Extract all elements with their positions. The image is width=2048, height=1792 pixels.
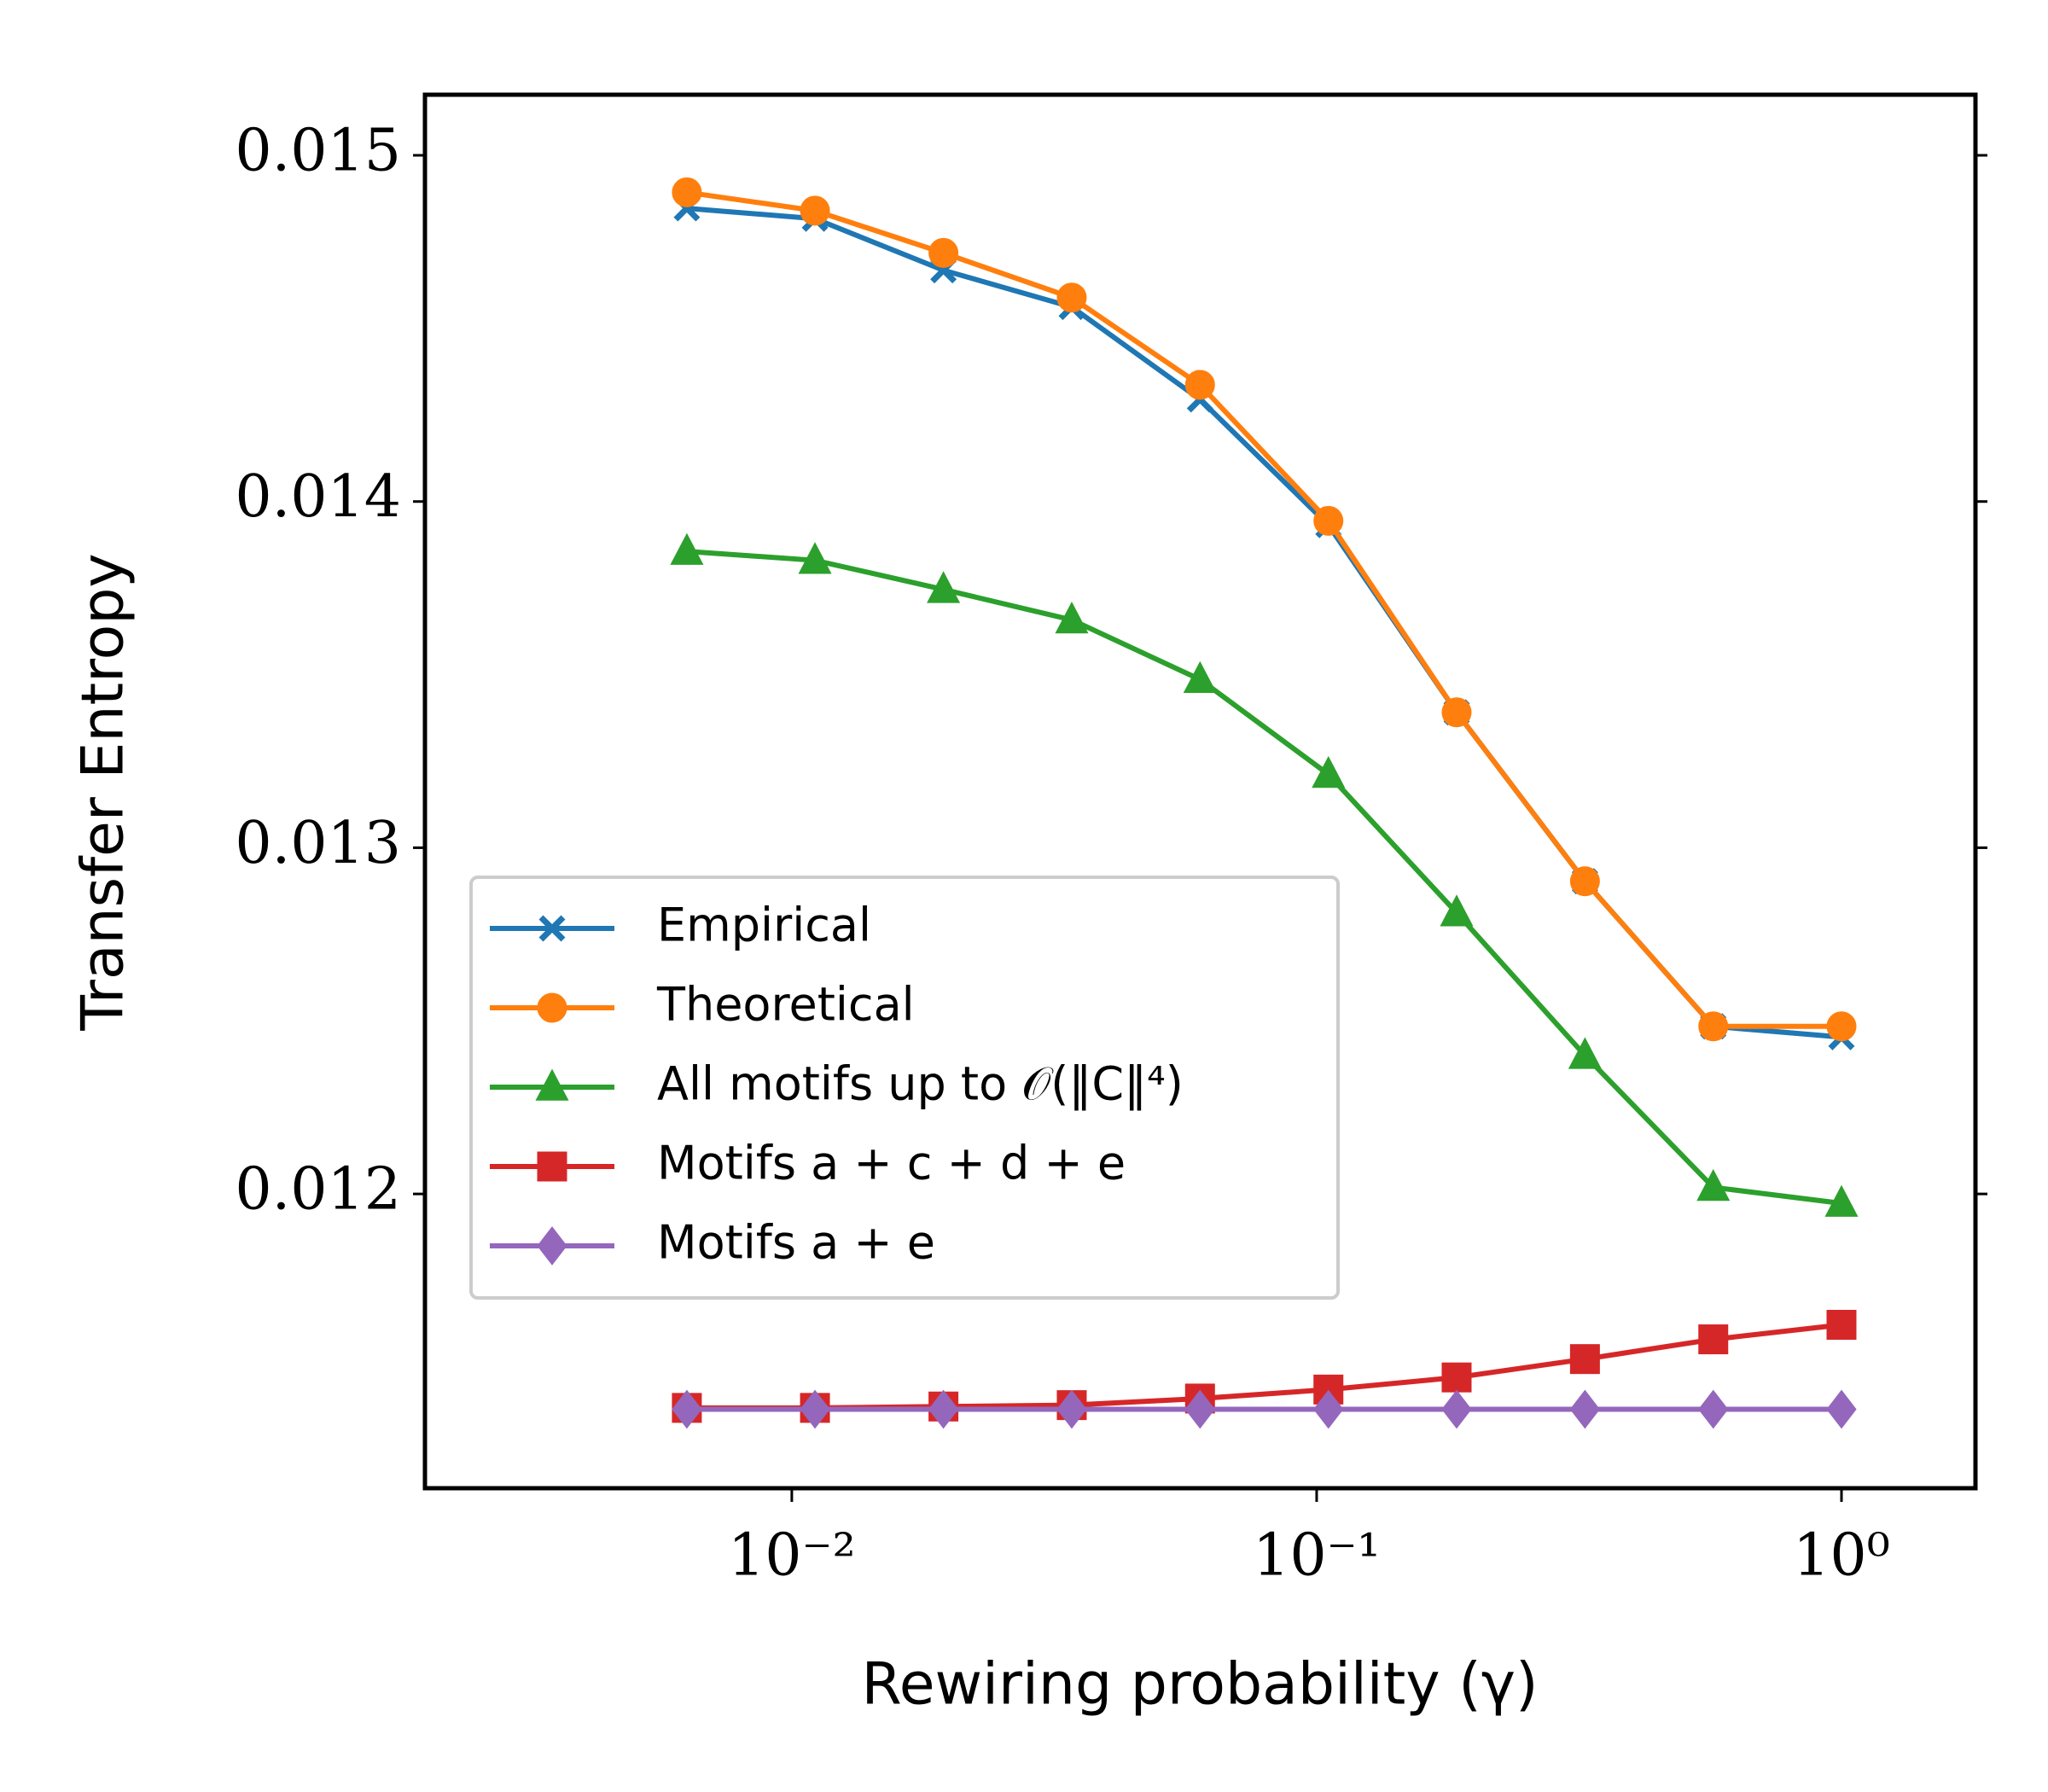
- data-point: [1569, 1344, 1600, 1375]
- series-line: [686, 189, 1841, 1029]
- data-point: [928, 237, 959, 268]
- legend-marker: [535, 1068, 569, 1101]
- data-point: [1696, 1168, 1731, 1201]
- x-axis-label: Rewiring probability (γ): [862, 1651, 1539, 1719]
- data-point: [798, 542, 832, 574]
- data-point: [800, 195, 830, 226]
- data-point: [1826, 1011, 1857, 1042]
- data-point: [1056, 1389, 1087, 1429]
- y-axis-label: Transfer Entropy: [70, 553, 137, 1031]
- legend-label: All motifs up to 𝒪(‖C‖⁴): [657, 1057, 1184, 1111]
- data-point: [1184, 1389, 1215, 1429]
- y-tick-label: 0.012: [235, 1156, 401, 1224]
- data-point: [1184, 369, 1215, 400]
- data-point: [672, 1389, 702, 1429]
- legend-label: Motifs a + c + d + e: [657, 1137, 1126, 1190]
- x-tick-label: 10⁻¹: [1253, 1522, 1381, 1590]
- data-point: [1824, 1184, 1859, 1217]
- x-tick-label: 10⁻²: [728, 1522, 856, 1590]
- data-point: [1312, 755, 1346, 788]
- data-point: [928, 1389, 959, 1429]
- data-point: [1698, 1011, 1729, 1042]
- data-point: [1698, 1389, 1729, 1429]
- legend-marker: [537, 992, 567, 1023]
- data-point: [1183, 660, 1217, 694]
- legend: Empirical Theoretical All motifs up to 𝒪(‖…: [469, 876, 1340, 1300]
- data-point: [1826, 1389, 1857, 1429]
- y-tick-label: 0.013: [235, 810, 401, 877]
- data-point: [1568, 1037, 1602, 1069]
- data-point: [1441, 1362, 1472, 1393]
- data-point: [1056, 282, 1087, 313]
- data-point: [1826, 1310, 1857, 1341]
- data-point: [1313, 1389, 1344, 1429]
- data-point: [1569, 866, 1600, 897]
- data-point: [1698, 1324, 1729, 1355]
- legend-marker: [537, 1151, 567, 1182]
- legend-label: Motifs a + e: [657, 1216, 935, 1270]
- series-line: [686, 549, 1842, 1207]
- data-point: [1569, 1389, 1600, 1429]
- data-point: [1441, 1389, 1472, 1429]
- legend-label: Empirical: [657, 899, 871, 952]
- x-tick-label: 10⁰: [1793, 1522, 1890, 1590]
- series-line: [686, 1322, 1842, 1411]
- plot-frame: [422, 92, 1978, 1491]
- data-point: [927, 571, 961, 603]
- data-point: [1313, 505, 1344, 536]
- y-tick-label: 0.014: [235, 463, 401, 531]
- legend-marker: [538, 915, 566, 942]
- data-point: [670, 532, 704, 565]
- data-point: [1441, 697, 1472, 728]
- data-point: [672, 177, 702, 207]
- legend-label: Theoretical: [656, 978, 915, 1032]
- data-point: [1440, 894, 1474, 927]
- legend-frame: [469, 876, 1340, 1300]
- data-point: [800, 1389, 830, 1429]
- legend-marker: [537, 1226, 567, 1265]
- y-tick-label: 0.015: [235, 118, 401, 185]
- data-point: [1055, 601, 1089, 634]
